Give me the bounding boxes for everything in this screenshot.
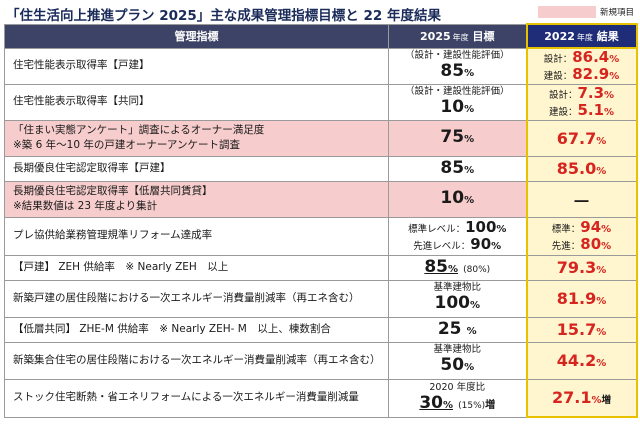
target-cell: 85% xyxy=(388,155,527,182)
target-cell: 2020 年度比 30% (15%)増 xyxy=(388,378,527,418)
header-result: 2022 年度 結果 xyxy=(525,23,638,49)
table-row: プレ協供給業務管理規準リフォーム達成率 標準レベル： 100% 先進レベル： 90%… xyxy=(4,216,638,256)
target-cell: 基準建物比 50% xyxy=(388,341,527,380)
legend-label: 新規項目 xyxy=(599,8,634,18)
metric-cell: 長期優良住宅認定取得率【戸建】 xyxy=(4,155,389,182)
target-cell: 10% xyxy=(388,180,527,218)
table-row: ストック住宅断熱・省エネリフォームによる一次エネルギー消費量削減量 2020 年… xyxy=(4,378,638,418)
metric-cell: 新築戸建の居住段階における一次エネルギー消費量削減率（再エネ含む） xyxy=(4,279,389,318)
result-cell: 85.0% xyxy=(525,155,638,182)
result-cell: ― xyxy=(525,180,638,218)
metric-cell: 「住まい実態アンケート」調査によるオーナー満足度 ※築 6 年～10 年の戸建オ… xyxy=(4,119,389,157)
target-cell: 75% xyxy=(388,119,527,157)
metric-cell: 住宅性能表示取得率【戸建】 xyxy=(4,47,389,85)
table-row: 長期優良住宅認定取得率【戸建】 85% 85.0% xyxy=(4,155,638,182)
header-target: 2025 年度 目標 xyxy=(388,23,527,49)
metric-cell: 【低層共同】 ZHE-M 供給率 ※ Nearly ZEH- M 以上、棟数割合 xyxy=(4,316,389,343)
target-cell: （設計・建設性能評価） 10% xyxy=(388,83,527,121)
metric-cell: 【戸建】 ZEH 供給率 ※ Nearly ZEH 以上 xyxy=(4,254,389,281)
result-cell: 67.7% xyxy=(525,119,638,157)
result-cell: 設計： 7.3% 建設： 5.1% xyxy=(525,83,638,121)
metric-cell: ストック住宅断熱・省エネリフォームによる一次エネルギー消費量削減量 xyxy=(4,378,389,418)
table-row: 新築集合住宅の居住段階における一次エネルギー消費量削減率（再エネ含む） 基準建物… xyxy=(4,341,638,380)
target-cell: 85% (80%) xyxy=(388,254,527,281)
legend-swatch xyxy=(537,6,596,18)
table-row: 新築戸建の居住段階における一次エネルギー消費量削減率（再エネ含む） 基準建物比 … xyxy=(4,279,638,318)
result-cell: 設計： 86.4% 建設： 82.9% xyxy=(525,47,638,85)
result-cell: 81.9% xyxy=(525,279,638,318)
result-cell: 79.3% xyxy=(525,254,638,281)
metric-cell: プレ協供給業務管理規準リフォーム達成率 xyxy=(4,216,389,256)
table-header-row: 管理指標 2025 年度 目標 2022 年度 結果 xyxy=(4,23,638,49)
metric-cell: 住宅性能表示取得率【共同】 xyxy=(4,83,389,121)
target-cell: （設計・建設性能評価） 85% xyxy=(388,47,527,85)
legend: 新規項目 xyxy=(537,6,634,18)
metric-cell: 新築集合住宅の居住段階における一次エネルギー消費量削減率（再エネ含む） xyxy=(4,341,389,380)
table-row: 住宅性能表示取得率【共同】 （設計・建設性能評価） 10% 設計： 7.3% 建設… xyxy=(4,83,638,121)
metric-cell: 長期優良住宅認定取得率【低層共同賃貸】 ※結果数値は 23 年度より集計 xyxy=(4,180,389,218)
header-metric: 管理指標 xyxy=(4,23,389,49)
page-title: 「住生活向上推進プラン 2025」主な成果管理指標目標と 22 年度結果 xyxy=(6,8,441,24)
result-cell: 15.7% xyxy=(525,316,638,343)
table-row: 【戸建】 ZEH 供給率 ※ Nearly ZEH 以上 85% (80%) 7… xyxy=(4,254,638,281)
result-cell: 標準： 94% 先進： 80% xyxy=(525,216,638,256)
target-cell: 基準建物比 100% xyxy=(388,279,527,318)
result-cell: 27.1%増 xyxy=(525,378,638,418)
table-row: 【低層共同】 ZHE-M 供給率 ※ Nearly ZEH- M 以上、棟数割合… xyxy=(4,316,638,343)
result-cell: 44.2% xyxy=(525,341,638,380)
metrics-table: 管理指標 2025 年度 目標 2022 年度 結果 住宅性能表示取得率【戸建】 （… xyxy=(4,23,638,418)
target-cell: 25 % xyxy=(388,316,527,343)
table-row: 住宅性能表示取得率【戸建】 （設計・建設性能評価） 85% 設計： 86.4% 建… xyxy=(4,47,638,85)
table-row-new: 長期優良住宅認定取得率【低層共同賃貸】 ※結果数値は 23 年度より集計 10%… xyxy=(4,180,638,218)
target-cell: 標準レベル： 100% 先進レベル： 90% xyxy=(388,216,527,256)
table-row-new: 「住まい実態アンケート」調査によるオーナー満足度 ※築 6 年～10 年の戸建オ… xyxy=(4,119,638,157)
